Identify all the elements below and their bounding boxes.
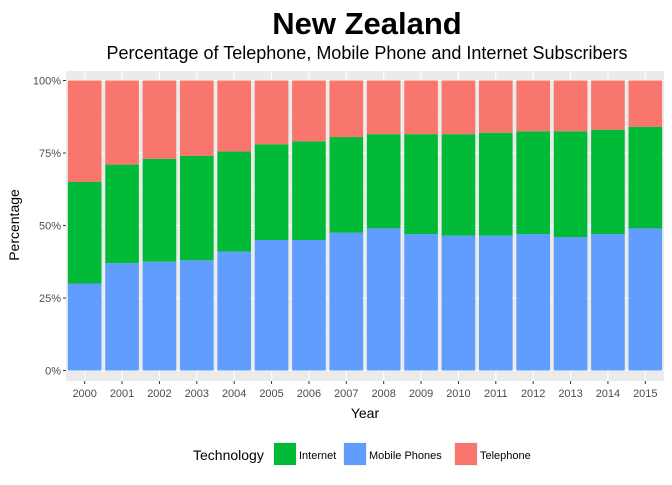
x-tick-label: 2002 (147, 388, 171, 400)
bar-internet-2005 (254, 144, 289, 240)
bar-telephone-2012 (516, 80, 551, 132)
legend-label: Mobile Phones (369, 450, 442, 462)
bar-telephone-2002 (142, 80, 177, 159)
bar-internet-2010 (441, 134, 476, 236)
bar-telephone-2004 (217, 80, 252, 152)
bar-mobile-phones-2005 (254, 240, 289, 371)
x-tick-label: 2007 (334, 388, 358, 400)
x-tick-label: 2000 (72, 388, 96, 400)
bar-mobile-phones-2010 (441, 235, 476, 371)
axes: 0% 25% 50% 75% 100% 2000 2001 2002 2003 2004 2005 2… (33, 76, 658, 401)
x-tick-label: 2012 (521, 388, 545, 400)
bars (67, 80, 663, 371)
bar-mobile-phones-2013 (553, 237, 588, 371)
bar-internet-2013 (553, 131, 588, 238)
x-tick-label: 2001 (110, 388, 134, 400)
x-tick-label: 2015 (633, 388, 657, 400)
x-tick-label: 2014 (596, 388, 620, 400)
bar-mobile-phones-2002 (142, 261, 177, 371)
x-tick-label: 2005 (259, 388, 283, 400)
bar-internet-2003 (179, 155, 214, 261)
bar-mobile-phones-2015 (628, 228, 663, 371)
bar-mobile-phones-2003 (179, 260, 214, 371)
bar-telephone-2015 (628, 80, 663, 127)
x-tick-label: 2004 (222, 388, 246, 400)
x-tick-label: 2006 (297, 388, 321, 400)
x-tick-label: 2009 (409, 388, 433, 400)
bar-telephone-2007 (329, 80, 364, 138)
bar-internet-2008 (366, 134, 401, 229)
bar-internet-2007 (329, 137, 364, 233)
bar-internet-2006 (292, 141, 326, 240)
bar-internet-2009 (404, 134, 438, 235)
y-tick-label: 0% (45, 366, 61, 378)
bar-internet-2000 (67, 182, 102, 284)
bar-mobile-phones-2007 (329, 232, 364, 371)
x-tick-label: 2008 (371, 388, 395, 400)
y-tick-label: 50% (39, 221, 61, 233)
bar-internet-2004 (217, 151, 252, 252)
bar-mobile-phones-2000 (67, 283, 102, 371)
bar-telephone-2009 (404, 80, 438, 135)
y-tick-label: 100% (33, 76, 61, 88)
bar-telephone-2014 (591, 80, 625, 130)
bar-mobile-phones-2008 (366, 228, 401, 371)
bar-internet-2012 (516, 131, 551, 235)
bar-telephone-2005 (254, 80, 289, 145)
y-tick-label: 75% (39, 148, 61, 160)
legend-swatch-telephone (455, 443, 477, 465)
legend-swatch-mobile-phones (344, 443, 366, 465)
bar-internet-2015 (628, 126, 663, 229)
legend-label: Telephone (480, 450, 531, 462)
bar-internet-2011 (478, 132, 513, 236)
x-tick-label: 2010 (446, 388, 470, 400)
x-tick-label: 2003 (185, 388, 209, 400)
bar-telephone-2010 (441, 80, 476, 135)
bar-mobile-phones-2012 (516, 234, 551, 371)
bar-mobile-phones-2006 (292, 240, 326, 371)
bar-telephone-2000 (67, 80, 102, 182)
bar-telephone-2013 (553, 80, 588, 132)
bar-telephone-2011 (478, 80, 513, 133)
y-tick-label: 25% (39, 293, 61, 305)
bar-mobile-phones-2001 (105, 263, 139, 371)
legend-label: Internet (299, 450, 336, 462)
bar-telephone-2003 (179, 80, 214, 156)
bar-mobile-phones-2011 (478, 235, 513, 371)
bar-internet-2014 (591, 129, 625, 235)
bar-telephone-2001 (105, 80, 139, 165)
legend-swatch-internet (274, 443, 296, 465)
legend: Technology Internet Mobile Phones Telephon… (193, 442, 531, 466)
bar-mobile-phones-2009 (404, 234, 438, 371)
x-tick-label: 2011 (484, 388, 508, 400)
bar-internet-2001 (105, 164, 139, 264)
chart-title: New Zealand (272, 6, 462, 41)
y-axis-label: Percentage (6, 189, 22, 261)
bar-mobile-phones-2014 (591, 234, 625, 371)
x-tick-label: 2013 (558, 388, 582, 400)
bar-internet-2002 (142, 158, 177, 262)
bar-mobile-phones-2004 (217, 251, 252, 371)
bar-telephone-2006 (292, 80, 326, 142)
legend-title: Technology (193, 447, 264, 463)
x-axis-label: Year (351, 405, 380, 421)
bar-telephone-2008 (366, 80, 401, 135)
chart-subtitle: Percentage of Telephone, Mobile Phone an… (106, 43, 627, 63)
